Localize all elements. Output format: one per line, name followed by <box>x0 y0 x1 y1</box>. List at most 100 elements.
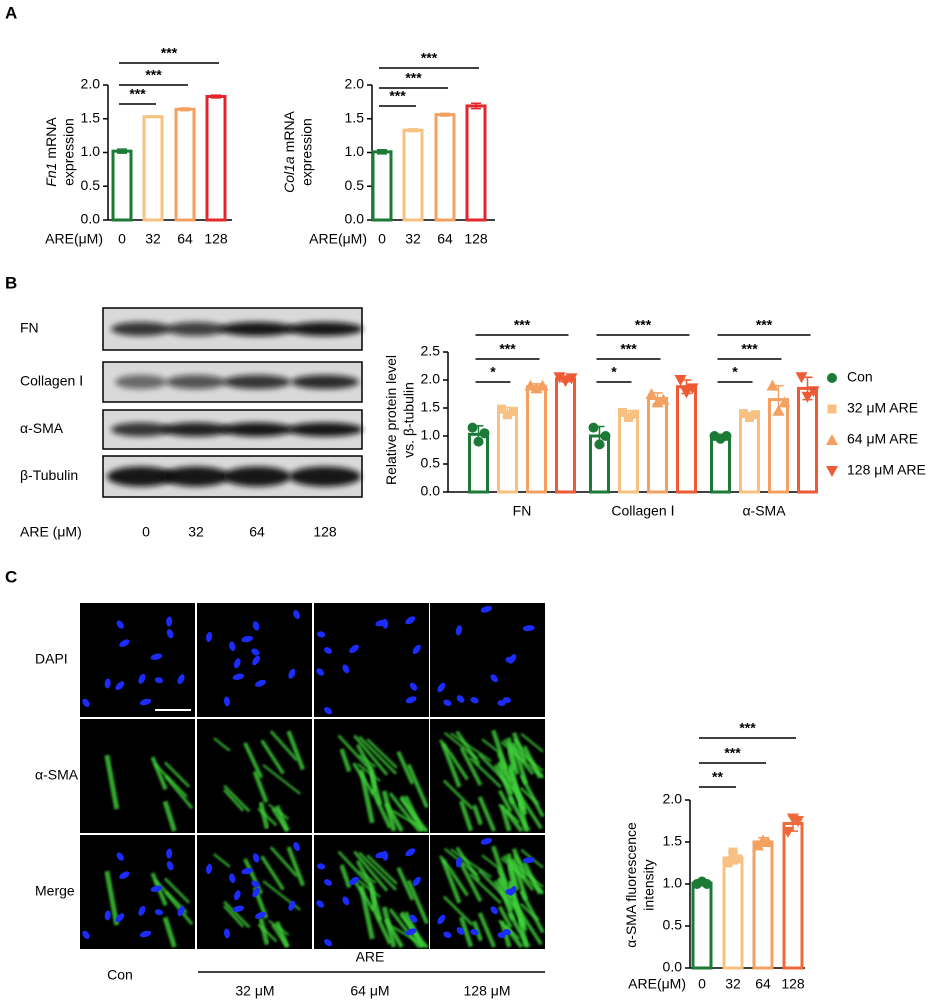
blot-lane-label: 0 <box>142 524 150 540</box>
micrograph-row-label: Merge <box>35 883 75 899</box>
nucleus <box>232 673 245 680</box>
bar <box>371 150 393 222</box>
fiber <box>399 797 429 832</box>
nucleus <box>251 880 260 888</box>
fiber <box>286 730 306 771</box>
group-label: ARE <box>356 949 385 965</box>
data-point <box>536 379 549 391</box>
legend-marker <box>826 434 838 445</box>
fiber <box>503 808 524 833</box>
significance-label: *** <box>756 317 773 333</box>
nucleus <box>223 696 231 707</box>
y-axis-label: Col1a mRNA <box>281 110 297 192</box>
y-tick-label: 0.0 <box>345 211 365 227</box>
fiber <box>267 803 290 820</box>
data-point <box>733 854 743 864</box>
bar <box>174 107 196 222</box>
significance-label: *** <box>405 70 422 86</box>
nucleus <box>229 641 236 651</box>
error-bar <box>180 107 190 112</box>
data-point <box>509 406 518 416</box>
blot-band <box>115 375 167 389</box>
significance-label: *** <box>724 745 741 761</box>
nucleus <box>241 867 253 875</box>
x-tick-label: 32 <box>405 231 421 247</box>
fiber <box>370 788 392 829</box>
nucleus <box>154 909 163 916</box>
fiber <box>366 854 398 885</box>
y-tick-label: 1.5 <box>81 109 101 125</box>
blot-band <box>291 375 359 389</box>
data-point <box>559 376 572 388</box>
fiber <box>339 864 352 889</box>
nucleus <box>116 620 124 629</box>
nucleus <box>293 610 300 620</box>
fiber <box>396 750 415 785</box>
micrograph <box>80 835 195 949</box>
fiber <box>498 905 513 929</box>
nucleus <box>104 910 111 921</box>
y-tick-label: 0.0 <box>421 483 441 499</box>
y-tick-label: 0.5 <box>421 455 441 471</box>
blot-band <box>221 422 293 437</box>
bar <box>710 435 731 494</box>
fiber <box>455 730 481 766</box>
fiber <box>459 800 474 832</box>
blot-lane-label: 64 <box>249 524 265 540</box>
nucleus <box>470 697 479 704</box>
fiber <box>406 879 429 925</box>
legend-label: 32 μM ARE <box>847 400 918 416</box>
blot-row-label: α-SMA <box>20 420 64 436</box>
y-tick-label: 0.0 <box>81 211 101 227</box>
nucleus <box>323 647 333 654</box>
fiber <box>478 753 516 792</box>
nucleus <box>405 928 417 936</box>
significance-label: *** <box>161 45 178 61</box>
nucleus <box>409 914 418 923</box>
fiber <box>260 739 285 775</box>
nucleus <box>138 905 146 916</box>
significance-label: *** <box>620 341 637 357</box>
y-tick-label: 2.0 <box>345 76 365 92</box>
fiber <box>252 770 269 803</box>
data-point <box>588 422 599 433</box>
legend-label: 64 μM ARE <box>847 431 918 447</box>
nucleus <box>233 890 241 901</box>
nucleus <box>254 679 266 687</box>
nucleus <box>205 631 213 642</box>
dose-label: 128 μM <box>464 983 511 999</box>
micrograph-row-label: α-SMA <box>35 767 79 783</box>
fiber <box>367 765 383 806</box>
y-tick-label: 1.5 <box>421 399 441 415</box>
fiber <box>450 871 469 897</box>
fiber <box>459 746 483 787</box>
fiber <box>507 796 531 833</box>
x-tick-label: 64 <box>755 976 771 992</box>
fiber <box>440 742 462 788</box>
y-tick-label: 1.0 <box>345 143 365 159</box>
gene-name: Col1a <box>281 156 297 193</box>
nucleus <box>166 616 173 627</box>
fiber <box>370 904 392 945</box>
fiber <box>498 789 513 813</box>
blot-lane-label: 128 <box>313 524 337 540</box>
nucleus <box>115 913 125 923</box>
nucleus <box>233 658 241 669</box>
y-axis-label-part: mRNA <box>281 110 297 152</box>
fiber <box>286 846 306 887</box>
y-tick-label: 1.0 <box>81 143 101 159</box>
significance-label: * <box>490 364 496 380</box>
y-axis-label: expression <box>299 118 315 186</box>
data-point <box>503 410 512 420</box>
nucleus <box>166 629 174 639</box>
significance-label: * <box>611 364 617 380</box>
fiber <box>477 796 497 832</box>
nucleus <box>288 900 296 911</box>
data-point <box>630 409 639 419</box>
data-point <box>751 410 760 420</box>
nucleus <box>409 682 418 691</box>
x-tick-label: FN <box>513 503 532 519</box>
bar <box>497 410 518 494</box>
fiber <box>481 854 501 870</box>
